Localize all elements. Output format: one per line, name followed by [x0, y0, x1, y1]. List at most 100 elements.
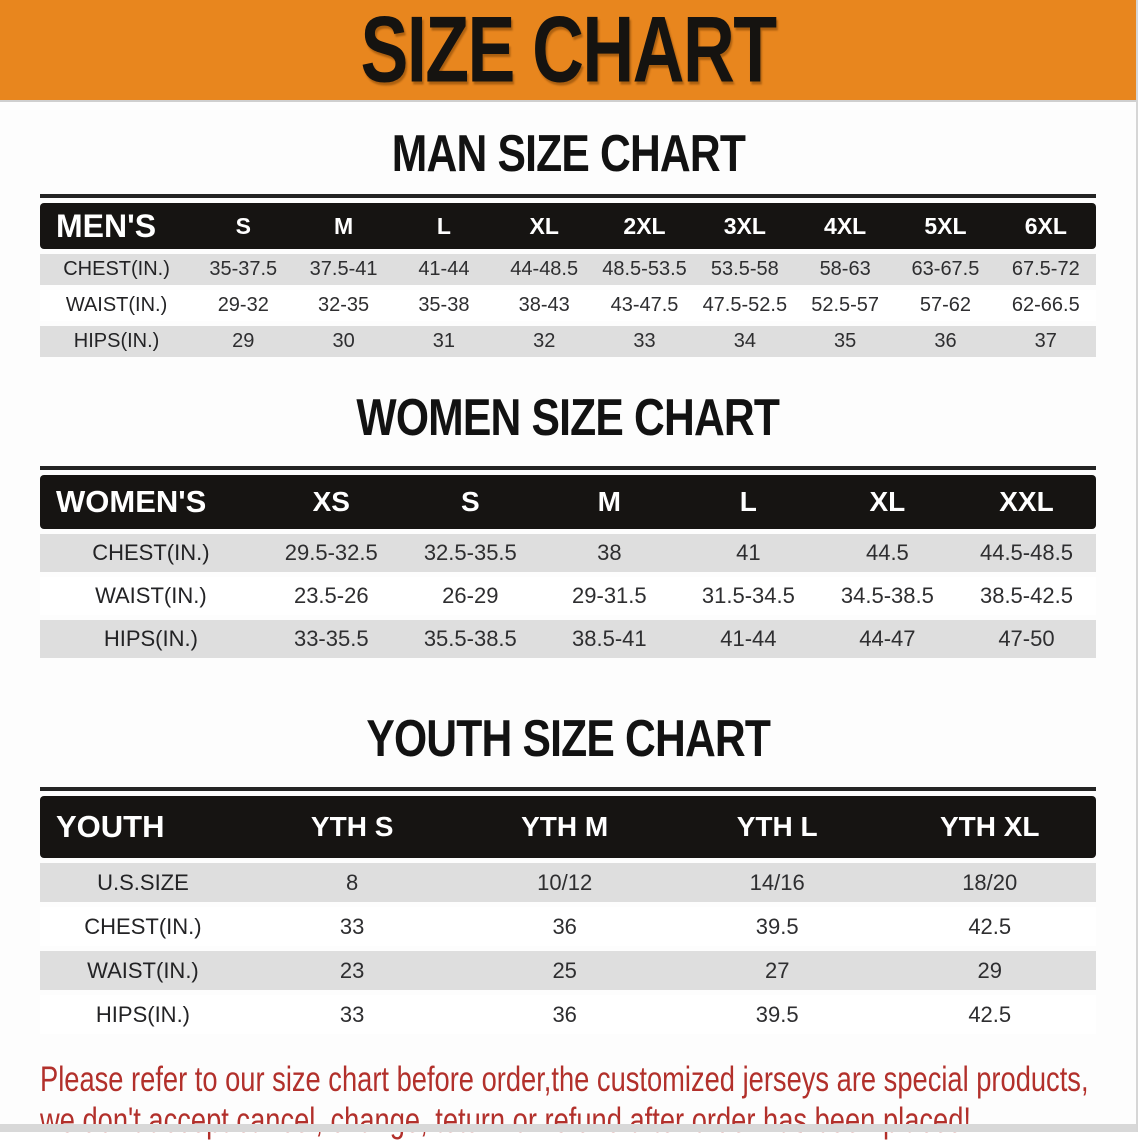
value-cell: 14/16	[670, 863, 884, 902]
men-section-heading: MAN SIZE CHART	[0, 128, 1136, 180]
value-cell: 38.5-41	[539, 620, 679, 658]
value-cell: 10/12	[458, 863, 671, 902]
value-cell: 37	[995, 326, 1096, 357]
men-size-table: MEN'S S M L XL 2XL 3XL 4XL 5XL 6XL CHEST(IN.) 35-37…	[40, 198, 1096, 362]
size-header-cell: 6XL	[995, 203, 1096, 249]
men-section-title: MAN SIZE CHART	[391, 125, 745, 183]
value-cell: 36	[458, 907, 671, 946]
row-label-cell: HIPS(IN.)	[40, 995, 246, 1034]
value-cell: 34.5-38.5	[817, 577, 957, 615]
table-header-row: MEN'S S M L XL 2XL 3XL 4XL 5XL 6XL	[40, 203, 1096, 249]
value-cell: 35-38	[393, 290, 495, 321]
bottom-strip	[0, 1124, 1136, 1132]
value-cell: 31.5-34.5	[678, 577, 818, 615]
size-header-cell: L	[678, 475, 818, 529]
value-cell: 44.5	[817, 534, 957, 572]
size-header-cell: XL	[817, 475, 957, 529]
measurement-row: WAIST(IN.) 29-32 32-35 35-38 38-43 43-47.5 47.…	[40, 290, 1096, 321]
value-cell: 8	[245, 863, 459, 902]
size-header-cell: L	[393, 203, 495, 249]
value-cell: 34	[694, 326, 795, 357]
measurement-row: HIPS(IN.) 33 36 39.5 42.5	[40, 995, 1096, 1034]
banner: SIZE CHART	[0, 0, 1136, 102]
value-cell: 31	[393, 326, 495, 357]
value-cell: 41-44	[393, 254, 495, 285]
size-header-cell: 5XL	[895, 203, 996, 249]
value-cell: 41	[678, 534, 818, 572]
value-cell: 37.5-41	[293, 254, 394, 285]
value-cell: 42.5	[883, 995, 1096, 1034]
value-cell: 33-35.5	[261, 620, 401, 658]
value-cell: 36	[458, 995, 671, 1034]
value-cell: 29-31.5	[539, 577, 679, 615]
footnote-line-1: Please refer to our size chart before or…	[40, 1060, 1089, 1099]
value-cell: 39.5	[670, 907, 884, 946]
value-cell: 32	[494, 326, 595, 357]
value-cell: 38-43	[494, 290, 595, 321]
youth-section-heading: YOUTH SIZE CHART	[0, 713, 1136, 765]
value-cell: 27	[670, 951, 884, 990]
women-section-title: WOMEN SIZE CHART	[356, 389, 781, 447]
size-header-cell: YTH XL	[883, 796, 1096, 858]
size-header-cell: XL	[494, 203, 595, 249]
measurement-row: HIPS(IN.) 29 30 31 32 33 34 35 36 37	[40, 326, 1096, 357]
size-header-cell: S	[193, 203, 294, 249]
value-cell: 43-47.5	[594, 290, 695, 321]
value-cell: 42.5	[883, 907, 1096, 946]
size-header-cell: 2XL	[594, 203, 695, 249]
value-cell: 57-62	[895, 290, 996, 321]
measurement-row: U.S.SIZE 8 10/12 14/16 18/20	[40, 863, 1096, 902]
size-header-cell: 3XL	[694, 203, 795, 249]
value-cell: 38.5-42.5	[956, 577, 1096, 615]
size-header-cell: XXL	[956, 475, 1096, 529]
value-cell: 29	[883, 951, 1096, 990]
value-cell: 58-63	[794, 254, 896, 285]
disclaimer-note: Please refer to our size chart before or…	[40, 1059, 1136, 1142]
size-header-cell: S	[400, 475, 540, 529]
size-header-cell: YTH S	[245, 796, 459, 858]
men-size-table-container: MEN'S S M L XL 2XL 3XL 4XL 5XL 6XL CHEST(IN.) 35-37…	[40, 194, 1096, 362]
row-label-cell: U.S.SIZE	[40, 863, 246, 902]
table-header-row: YOUTH YTH S YTH M YTH L YTH XL	[40, 796, 1096, 858]
row-label-cell: WAIST(IN.)	[40, 290, 194, 321]
table-title-cell: YOUTH	[40, 796, 246, 858]
value-cell: 41-44	[678, 620, 818, 658]
value-cell: 47-50	[956, 620, 1096, 658]
footnote-line-2: we don't accept cancel, change, teturn o…	[40, 1101, 971, 1141]
value-cell: 52.5-57	[794, 290, 896, 321]
row-label-cell: WAIST(IN.)	[40, 951, 246, 990]
size-header-cell: XS	[261, 475, 401, 529]
value-cell: 35-37.5	[193, 254, 294, 285]
value-cell: 35.5-38.5	[400, 620, 540, 658]
table-title-cell: MEN'S	[40, 203, 194, 249]
women-size-table-container: WOMEN'S XS S M L XL XXL CHEST(IN.) 29.5-32.5 32.5…	[40, 466, 1096, 663]
value-cell: 23.5-26	[261, 577, 401, 615]
value-cell: 18/20	[883, 863, 1096, 902]
measurement-row: WAIST(IN.) 23.5-26 26-29 29-31.5 31.5-34.5 34…	[40, 577, 1096, 615]
youth-section-title: YOUTH SIZE CHART	[366, 710, 771, 768]
size-header-cell: 4XL	[794, 203, 896, 249]
value-cell: 29.5-32.5	[261, 534, 401, 572]
value-cell: 35	[794, 326, 896, 357]
measurement-row: HIPS(IN.) 33-35.5 35.5-38.5 38.5-41 41-44 44-…	[40, 620, 1096, 658]
measurement-row: WAIST(IN.) 23 25 27 29	[40, 951, 1096, 990]
value-cell: 39.5	[670, 995, 884, 1034]
value-cell: 23	[245, 951, 459, 990]
value-cell: 48.5-53.5	[594, 254, 695, 285]
measurement-row: CHEST(IN.) 33 36 39.5 42.5	[40, 907, 1096, 946]
youth-size-table-container: YOUTH YTH S YTH M YTH L YTH XL U.S.SIZE 8 10/12…	[40, 787, 1096, 1039]
value-cell: 63-67.5	[895, 254, 996, 285]
row-label-cell: CHEST(IN.)	[40, 907, 246, 946]
table-header-row: WOMEN'S XS S M L XL XXL	[40, 475, 1096, 529]
row-label-cell: WAIST(IN.)	[40, 577, 262, 615]
value-cell: 25	[458, 951, 671, 990]
value-cell: 33	[245, 995, 459, 1034]
value-cell: 30	[293, 326, 394, 357]
value-cell: 32.5-35.5	[400, 534, 540, 572]
women-section-heading: WOMEN SIZE CHART	[0, 392, 1136, 444]
value-cell: 33	[245, 907, 459, 946]
value-cell: 44.5-48.5	[956, 534, 1096, 572]
size-header-cell: YTH M	[458, 796, 671, 858]
value-cell: 29	[193, 326, 294, 357]
value-cell: 33	[594, 326, 695, 357]
